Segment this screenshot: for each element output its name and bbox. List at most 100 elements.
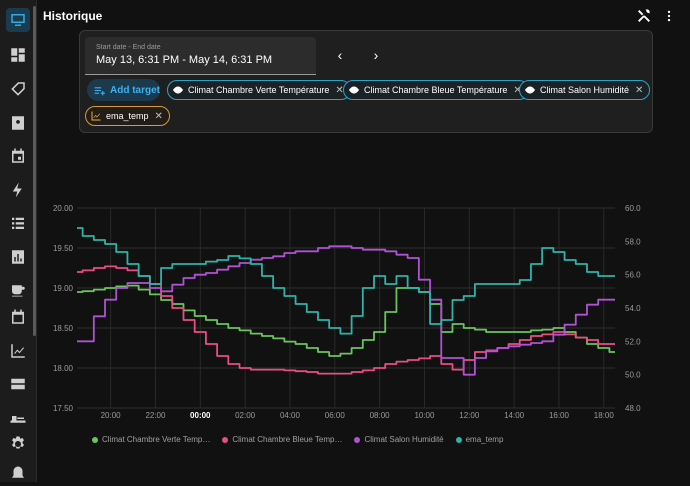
coffee-icon <box>12 285 25 297</box>
more-vert-icon[interactable] <box>662 8 676 24</box>
target-chip-chambre-bleue[interactable]: Climat Chambre Bleue Température ✕ <box>343 80 529 100</box>
y-left-tick-label: 17.50 <box>53 404 74 413</box>
gear-icon <box>12 436 24 449</box>
y-left-tick-label: 18.50 <box>53 324 74 333</box>
hammer-icon <box>10 416 26 423</box>
chevron-left-icon: ‹ <box>337 47 343 63</box>
x-tick-label: 16:00 <box>549 411 570 420</box>
chip-label: ema_temp <box>106 111 149 121</box>
sidebar <box>0 0 37 482</box>
x-tick-label: 08:00 <box>370 411 391 420</box>
legend-item-chambre-verte[interactable]: Climat Chambre Verte Temp… <box>92 435 210 444</box>
sidebar-item-overview[interactable] <box>6 8 30 32</box>
y-right-tick-label: 56.0 <box>625 271 641 280</box>
page-title: Historique <box>43 9 103 23</box>
sidebar-item-settings[interactable] <box>6 432 30 456</box>
person-card-icon <box>12 116 24 130</box>
close-icon[interactable]: ✕ <box>513 84 522 96</box>
date-range-label: Start date - End date <box>96 44 161 51</box>
bar-chart-icon <box>12 250 24 264</box>
date-range-value: May 13, 6:31 PM - May 14, 6:31 PM <box>96 54 273 66</box>
legend-label: Climat Chambre Bleue Temp… <box>232 435 343 444</box>
target-chip-salon-humidite[interactable]: Climat Salon Humidité ✕ <box>519 80 651 100</box>
legend-dot <box>455 436 462 443</box>
target-chip-chambre-verte[interactable]: Climat Chambre Verte Température ✕ <box>167 80 351 100</box>
chip-label: Climat Salon Humidité <box>540 85 630 95</box>
eye-icon <box>525 86 535 94</box>
y-left-tick-label: 19.00 <box>53 284 74 293</box>
y-left-tick-label: 19.50 <box>53 244 74 253</box>
chart-legend: Climat Chambre Verte Temp… Climat Chambr… <box>92 435 503 444</box>
x-tick-label: 12:00 <box>459 411 480 420</box>
chip-label: Climat Chambre Bleue Température <box>364 85 508 95</box>
add-target-label: Add target <box>110 84 160 96</box>
legend-dot <box>222 436 229 443</box>
x-tick-label: 02:00 <box>235 411 256 420</box>
legend-item-salon-humidite[interactable]: Climat Salon Humidité <box>354 435 444 444</box>
y-right-tick-label: 58.0 <box>625 237 641 246</box>
previous-range-button[interactable]: ‹ <box>330 45 350 65</box>
sidebar-item-calendar[interactable] <box>6 144 30 168</box>
y-left-tick-label: 18.00 <box>53 364 74 373</box>
monitor-icon <box>11 14 25 26</box>
legend-item-chambre-bleue[interactable]: Climat Chambre Bleue Temp… <box>222 435 342 444</box>
sidebar-item-energy[interactable] <box>6 178 30 202</box>
close-icon[interactable]: ✕ <box>635 84 644 96</box>
sidebar-item-person[interactable] <box>6 111 30 135</box>
series-line-ema-temp <box>77 227 615 335</box>
x-tick-label: 22:00 <box>145 411 166 420</box>
eye-icon <box>349 86 359 94</box>
x-tick-label: 00:00 <box>190 411 211 420</box>
series-line-climat-chambre-bleue-temp- <box>77 265 615 375</box>
y-right-tick-label: 60.0 <box>625 204 641 213</box>
legend-item-ema-temp[interactable]: ema_temp <box>455 435 504 444</box>
sidebar-item-dashboard[interactable] <box>6 43 30 67</box>
sidebar-item-notifications[interactable] <box>6 462 30 486</box>
tools-icon[interactable] <box>636 8 652 24</box>
sidebar-item-nas[interactable] <box>6 372 30 396</box>
bell-icon <box>12 466 24 478</box>
series-line-climat-chambre-verte-temp- <box>77 284 615 357</box>
sidebar-scrollbar[interactable] <box>33 6 36 336</box>
calendar-icon <box>12 148 24 163</box>
close-icon[interactable]: ✕ <box>335 84 344 96</box>
target-chip-ema-temp[interactable]: ema_temp ✕ <box>85 106 170 126</box>
lightning-icon <box>12 182 22 198</box>
sidebar-item-tools[interactable] <box>6 404 30 428</box>
sidebar-item-schedule[interactable] <box>6 305 30 329</box>
add-target-button[interactable]: Add target <box>87 79 160 101</box>
sidebar-item-history[interactable] <box>6 245 30 269</box>
history-controls-panel: Start date - End date May 13, 6:31 PM - … <box>79 30 653 133</box>
x-tick-label: 18:00 <box>594 411 615 420</box>
x-tick-label: 14:00 <box>504 411 525 420</box>
tag-icon <box>11 82 25 96</box>
chart-line-icon <box>11 344 25 358</box>
list-icon <box>12 217 24 229</box>
next-range-button[interactable]: › <box>366 45 386 65</box>
y-right-tick-label: 48.0 <box>625 404 641 413</box>
header: Historique <box>37 0 690 30</box>
dashboard-icon <box>11 48 25 62</box>
legend-label: Climat Salon Humidité <box>364 435 444 444</box>
y-right-tick-label: 52.0 <box>625 337 641 346</box>
eye-icon <box>173 86 183 94</box>
history-chart[interactable]: 20.00 19.50 19.00 18.50 18.00 17.50 60.0 58.0 56… <box>37 175 690 437</box>
legend-label: ema_temp <box>465 435 504 444</box>
calendar-check-icon <box>12 309 24 324</box>
y-right-tick-label: 54.0 <box>625 304 641 313</box>
y-right-tick-label: 50.0 <box>625 371 641 380</box>
date-range-picker[interactable]: Start date - End date May 13, 6:31 PM - … <box>85 37 316 75</box>
sidebar-item-tags[interactable] <box>6 77 30 101</box>
x-tick-label: 10:00 <box>414 411 435 420</box>
sidebar-item-media[interactable] <box>6 277 30 301</box>
nas-icon <box>11 378 25 390</box>
legend-dot <box>354 436 361 443</box>
sidebar-item-logbook[interactable] <box>6 211 30 235</box>
chevron-right-icon: › <box>373 47 379 63</box>
x-tick-label: 20:00 <box>101 411 122 420</box>
sidebar-item-trends[interactable] <box>6 339 30 363</box>
close-icon[interactable]: ✕ <box>154 110 163 122</box>
legend-label: Climat Chambre Verte Temp… <box>102 435 211 444</box>
playlist-plus-icon <box>94 86 105 95</box>
x-tick-label: 04:00 <box>280 411 301 420</box>
